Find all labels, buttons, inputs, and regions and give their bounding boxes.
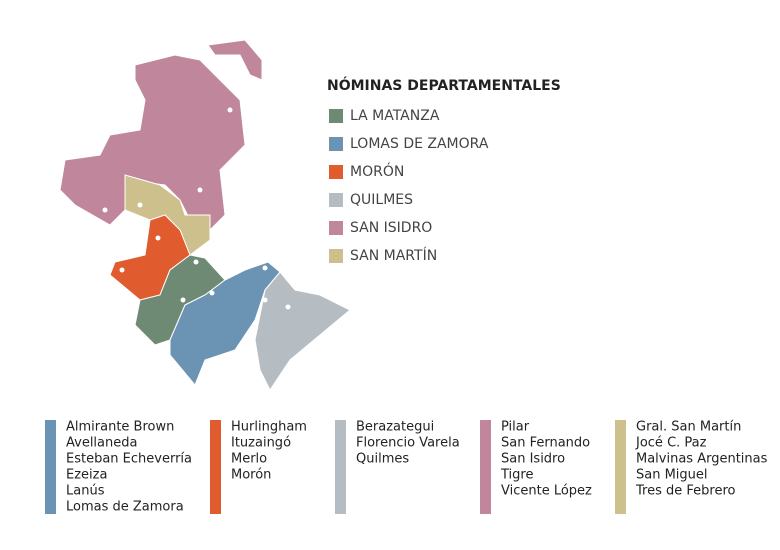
district-name: Lanús bbox=[66, 484, 105, 499]
legend-label: QUILMES bbox=[350, 192, 413, 208]
legend-label: SAN ISIDRO bbox=[350, 220, 432, 236]
legend-swatch bbox=[329, 137, 343, 151]
district-name: San Fernando bbox=[501, 436, 590, 451]
district-name: Malvinas Argentinas bbox=[636, 452, 768, 467]
group-bar bbox=[210, 420, 221, 514]
legend-label: MORÓN bbox=[350, 162, 404, 180]
group-bar bbox=[615, 420, 626, 514]
district-name: Tigre bbox=[500, 468, 533, 483]
district-name: San Miguel bbox=[636, 468, 708, 483]
district-name: Gral. San Martín bbox=[636, 420, 741, 435]
region bbox=[207, 39, 263, 81]
legend-swatch bbox=[329, 221, 343, 235]
group-bar bbox=[45, 420, 56, 514]
district-name: San Isidro bbox=[501, 452, 565, 467]
legend-swatch bbox=[329, 249, 343, 263]
district-name: Jocé C. Paz bbox=[635, 436, 707, 451]
legend-swatch bbox=[329, 193, 343, 207]
district-name: Pilar bbox=[501, 420, 530, 435]
district-name: Florencio Varela bbox=[356, 436, 460, 451]
group-bar bbox=[335, 420, 346, 514]
region bbox=[124, 174, 211, 256]
district-name: Vicente López bbox=[501, 484, 592, 499]
district-name: Avellaneda bbox=[66, 436, 137, 451]
legend-label: LA MATANZA bbox=[350, 108, 440, 124]
region bbox=[254, 271, 351, 391]
legend: LA MATANZA LOMAS DE ZAMORA MORÓN QUILMES SAN… bbox=[329, 108, 489, 264]
district-name: Hurlingham bbox=[231, 420, 307, 435]
legend-label: LOMAS DE ZAMORA bbox=[350, 136, 489, 152]
district-name: Quilmes bbox=[356, 452, 409, 467]
legend-swatch bbox=[329, 165, 343, 179]
legend-swatch bbox=[329, 109, 343, 123]
map-regions bbox=[59, 39, 351, 391]
district-name: Lomas de Zamora bbox=[66, 500, 184, 515]
group-bar bbox=[480, 420, 491, 514]
region bbox=[169, 261, 281, 386]
district-name: Berazategui bbox=[356, 420, 434, 435]
district-name: Tres de Febrero bbox=[635, 484, 736, 499]
legend-label: SAN MARTÍN bbox=[350, 247, 437, 264]
district-name: Almirante Brown bbox=[66, 420, 174, 435]
district-name: Esteban Echeverría bbox=[66, 452, 192, 467]
title: NÓMINAS DEPARTAMENTALES bbox=[327, 76, 561, 94]
district-name: Merlo bbox=[231, 452, 267, 467]
district-name: Ezeiza bbox=[66, 468, 107, 483]
region bbox=[134, 254, 226, 346]
district-name: Ituzaingó bbox=[231, 436, 291, 451]
district-name: Morón bbox=[231, 468, 271, 483]
